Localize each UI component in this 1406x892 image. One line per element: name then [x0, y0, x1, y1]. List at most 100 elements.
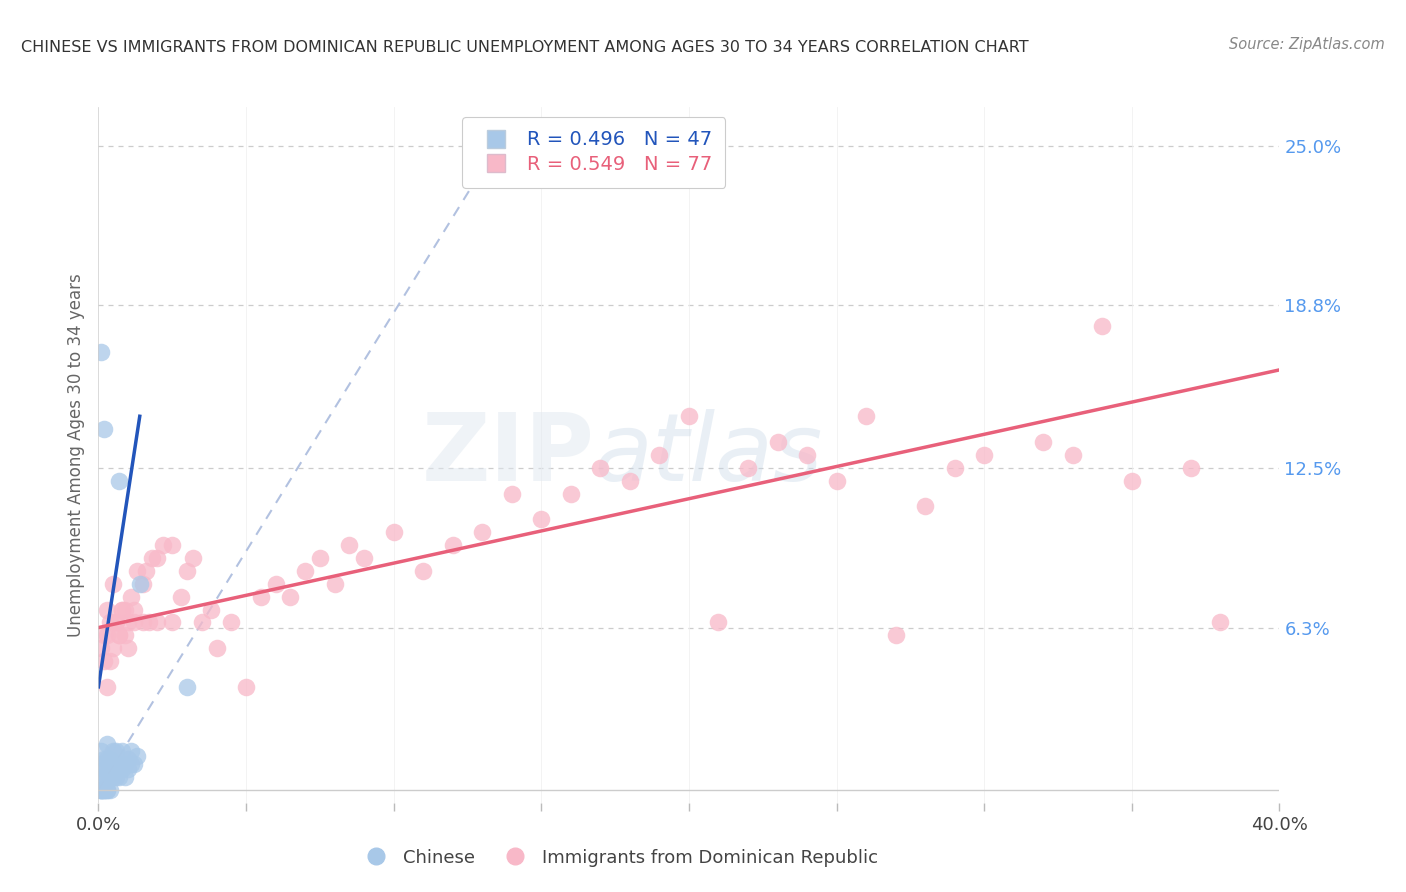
Point — [138, 615, 160, 630]
Text: CHINESE VS IMMIGRANTS FROM DOMINICAN REPUBLIC UNEMPLOYMENT AMONG AGES 30 TO 34 Y: CHINESE VS IMMIGRANTS FROM DOMINICAN REP… — [21, 40, 1029, 55]
Point — [98, 752, 121, 766]
Point — [323, 576, 346, 591]
Point — [235, 680, 257, 694]
Point — [122, 602, 145, 616]
Point — [884, 628, 907, 642]
Point — [205, 641, 228, 656]
Point — [103, 744, 125, 758]
Point — [98, 654, 121, 668]
Point — [111, 762, 134, 776]
Point — [90, 783, 112, 797]
Point — [93, 628, 115, 642]
Point — [122, 615, 145, 630]
Point — [914, 500, 936, 514]
Point — [114, 628, 136, 642]
Point — [141, 551, 163, 566]
Point — [117, 752, 139, 766]
Point — [1209, 615, 1232, 630]
Point — [105, 770, 128, 784]
Point — [111, 602, 134, 616]
Point — [90, 641, 112, 656]
Point — [93, 762, 115, 776]
Point — [96, 752, 118, 766]
Text: Source: ZipAtlas.com: Source: ZipAtlas.com — [1229, 37, 1385, 53]
Point — [471, 525, 494, 540]
Point — [181, 551, 204, 566]
Point — [855, 409, 877, 424]
Point — [152, 538, 174, 552]
Point — [294, 564, 316, 578]
Point — [96, 602, 118, 616]
Point — [382, 525, 405, 540]
Text: atlas: atlas — [595, 409, 823, 500]
Point — [120, 744, 142, 758]
Point — [560, 486, 582, 500]
Point — [93, 654, 115, 668]
Point — [200, 602, 222, 616]
Point — [111, 602, 134, 616]
Point — [176, 680, 198, 694]
Point — [973, 448, 995, 462]
Point — [501, 486, 523, 500]
Point — [135, 564, 157, 578]
Point — [103, 641, 125, 656]
Point — [170, 590, 193, 604]
Point — [93, 783, 115, 797]
Point — [108, 628, 131, 642]
Point — [221, 615, 243, 630]
Point — [589, 460, 612, 475]
Point — [103, 576, 125, 591]
Point — [90, 757, 112, 772]
Point — [105, 757, 128, 772]
Point — [943, 460, 966, 475]
Point — [353, 551, 375, 566]
Point — [264, 576, 287, 591]
Point — [90, 344, 112, 359]
Point — [309, 551, 332, 566]
Point — [120, 590, 142, 604]
Point — [280, 590, 302, 604]
Point — [1062, 448, 1084, 462]
Point — [93, 770, 115, 784]
Point — [162, 538, 183, 552]
Point — [1121, 474, 1143, 488]
Point — [96, 783, 118, 797]
Point — [108, 628, 131, 642]
Point — [105, 615, 128, 630]
Point — [1091, 319, 1114, 334]
Point — [93, 422, 115, 436]
Point — [707, 615, 730, 630]
Point — [108, 757, 131, 772]
Point — [108, 770, 131, 784]
Point — [122, 757, 145, 772]
Point — [125, 564, 148, 578]
Point — [146, 615, 169, 630]
Point — [90, 783, 112, 797]
Point — [825, 474, 848, 488]
Point — [103, 770, 125, 784]
Point — [530, 512, 553, 526]
Point — [114, 757, 136, 772]
Point — [132, 615, 155, 630]
Point — [619, 474, 641, 488]
Point — [117, 615, 139, 630]
Point — [98, 615, 121, 630]
Point — [678, 409, 700, 424]
Point — [96, 680, 118, 694]
Point — [93, 783, 115, 797]
Point — [117, 762, 139, 776]
Point — [191, 615, 214, 630]
Point — [93, 783, 115, 797]
Point — [250, 590, 273, 604]
Point — [96, 628, 118, 642]
Point — [96, 737, 118, 751]
Point — [114, 770, 136, 784]
Point — [103, 757, 125, 772]
Point — [117, 641, 139, 656]
Point — [766, 435, 789, 450]
Point — [98, 783, 121, 797]
Point — [441, 538, 464, 552]
Point — [105, 615, 128, 630]
Point — [125, 749, 148, 764]
Point — [176, 564, 198, 578]
